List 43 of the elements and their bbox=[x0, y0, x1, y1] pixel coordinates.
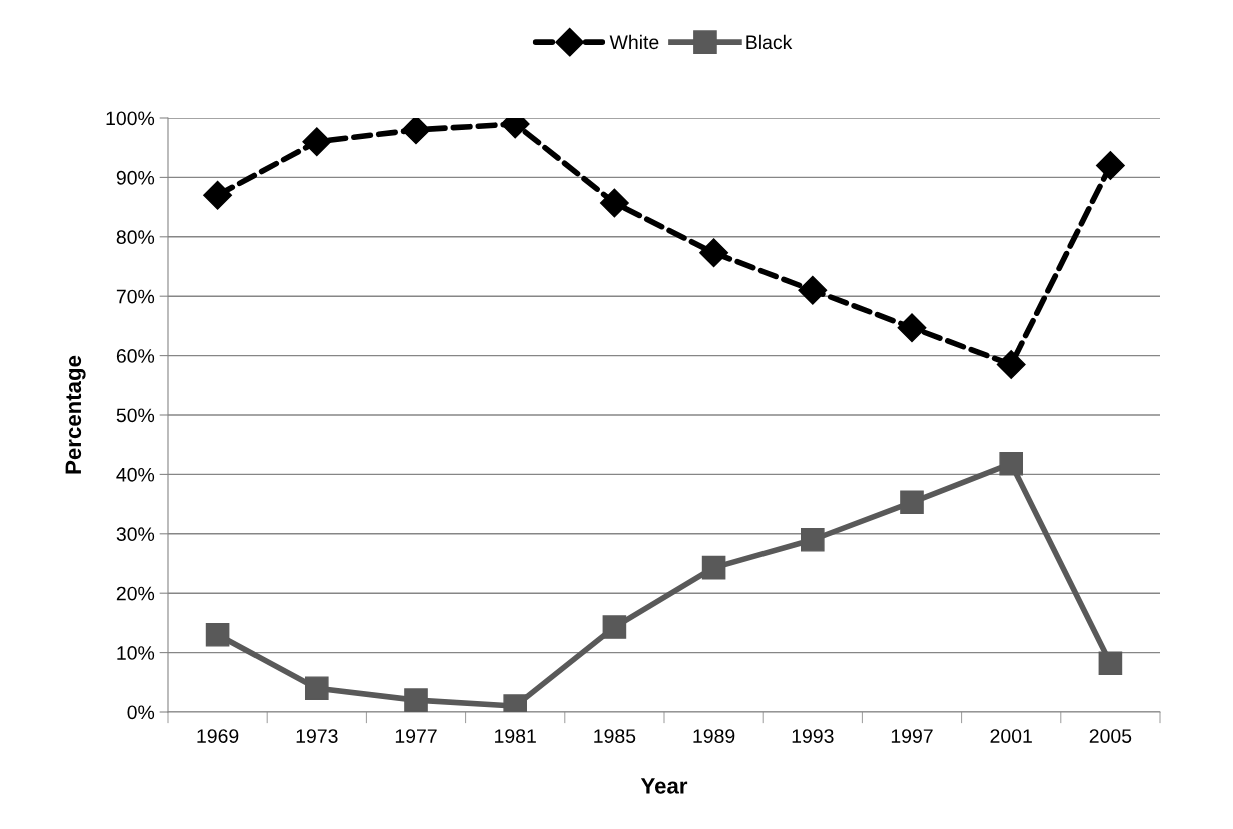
x-tick-label: 1969 bbox=[197, 729, 239, 743]
point bbox=[1098, 651, 1123, 676]
y-tick-label: 100% bbox=[106, 111, 155, 126]
x-tick-label: 2001 bbox=[990, 729, 1032, 743]
point bbox=[1095, 151, 1125, 180]
point bbox=[900, 490, 924, 515]
point bbox=[599, 188, 629, 218]
point bbox=[203, 180, 233, 210]
point bbox=[304, 676, 329, 701]
y-tick-label: 30% bbox=[116, 527, 155, 542]
y-tick-label: 80% bbox=[116, 230, 155, 245]
x-axis-title: Year bbox=[640, 778, 688, 794]
x-tick-label: 1989 bbox=[693, 729, 735, 743]
y-tick-label: 60% bbox=[116, 349, 155, 363]
x-tick-label: 1985 bbox=[594, 729, 636, 743]
x-tick-label: 1993 bbox=[792, 729, 834, 743]
x-tick-label: 1981 bbox=[495, 729, 536, 743]
x-tick-label: 1997 bbox=[891, 729, 933, 743]
x-tick-label: 1973 bbox=[296, 729, 338, 743]
legend-label: White bbox=[609, 34, 659, 50]
point bbox=[205, 622, 230, 647]
x-tick-label: 2005 bbox=[1089, 729, 1132, 743]
point bbox=[701, 555, 726, 580]
point bbox=[602, 615, 627, 639]
legend-label: Black bbox=[746, 34, 793, 50]
y-tick-label: 0% bbox=[127, 705, 155, 720]
y-tick-label: 40% bbox=[116, 467, 155, 482]
y-tick-label: 20% bbox=[116, 586, 155, 601]
point bbox=[798, 275, 828, 305]
y-axis-title: Percentage bbox=[65, 355, 86, 474]
y-tick-label: 90% bbox=[116, 170, 155, 185]
y-tick-label: 50% bbox=[116, 408, 155, 423]
point bbox=[897, 313, 927, 343]
x-tick-label: 1977 bbox=[395, 729, 437, 743]
point bbox=[800, 527, 825, 552]
point bbox=[999, 451, 1024, 476]
point bbox=[996, 350, 1026, 379]
point bbox=[401, 118, 431, 145]
point bbox=[699, 238, 729, 268]
y-tick-label: 70% bbox=[116, 289, 155, 304]
point bbox=[302, 127, 332, 157]
y-tick-label: 10% bbox=[117, 646, 155, 660]
point bbox=[404, 688, 428, 712]
